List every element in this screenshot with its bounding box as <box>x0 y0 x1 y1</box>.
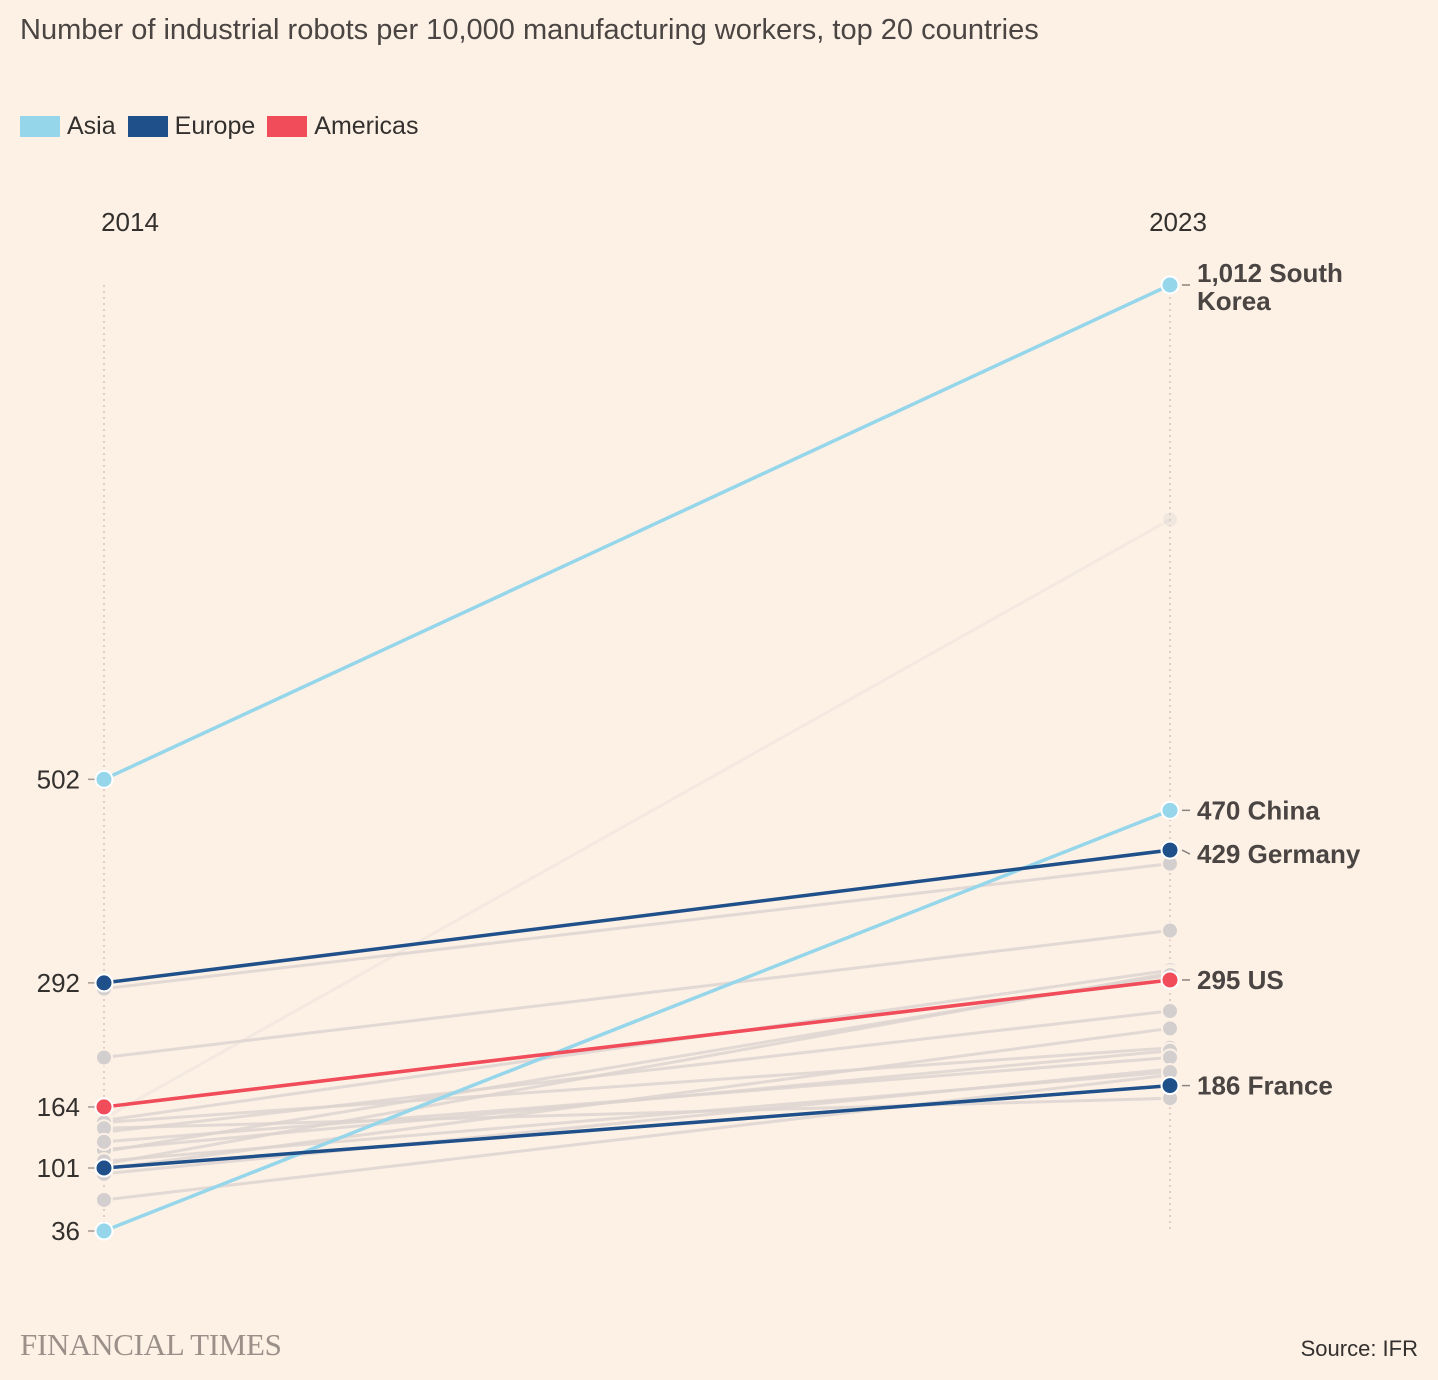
end-label-france: 186 France <box>1197 1071 1333 1101</box>
legend-item-europe: Europe <box>127 112 256 141</box>
legend-label-europe: Europe <box>174 112 256 140</box>
y-tick-label: 36 <box>51 1216 80 1246</box>
end-label-china: 470 China <box>1197 795 1320 825</box>
series-point-us-2023 <box>1160 970 1180 990</box>
series-line-us <box>103 978 1171 1109</box>
series-line-muted <box>103 1046 1171 1124</box>
y-tick-label: 101 <box>37 1153 80 1183</box>
series-point-us-2014 <box>94 1097 114 1117</box>
series-point-germany-2014 <box>94 973 114 993</box>
series-point-china-2014 <box>94 1221 114 1241</box>
series-line-france <box>103 1083 1171 1170</box>
series-point-france-2014 <box>94 1158 114 1178</box>
series-line-muted <box>103 929 1171 1059</box>
series-line-south-korea <box>103 283 1171 781</box>
end-label-us: 295 US <box>1197 965 1284 995</box>
end-label-south-korea: Korea <box>1197 286 1271 316</box>
legend: Asia Europe Americas <box>20 112 430 141</box>
legend-label-asia: Asia <box>67 112 116 140</box>
series-point-muted <box>1161 921 1179 940</box>
legend-swatch-americas <box>267 116 308 137</box>
series-point-china-2023 <box>1160 800 1180 820</box>
chart-title: Number of industrial robots per 10,000 m… <box>20 14 1039 46</box>
legend-label-americas: Americas <box>314 112 419 140</box>
y-tick-label: 164 <box>37 1092 80 1122</box>
series-point-muted <box>95 1132 113 1151</box>
x-label-2014: 2014 <box>101 207 159 237</box>
end-label-south-korea: 1,012 South <box>1197 258 1343 288</box>
legend-item-asia: Asia <box>20 112 116 141</box>
series-line-muted <box>103 968 1171 1122</box>
series-point-muted <box>95 1190 113 1209</box>
series-line-muted <box>103 1009 1171 1134</box>
series-line-muted <box>103 1096 1171 1130</box>
ft-logo: FINANCIAL TIMES <box>20 1327 282 1362</box>
end-label-leader-germany <box>1181 849 1191 855</box>
legend-swatch-asia <box>20 116 60 137</box>
series-point-germany-2023 <box>1160 840 1180 860</box>
legend-swatch-europe <box>127 116 168 137</box>
series-line-germany <box>103 848 1171 985</box>
series-line-muted <box>103 1056 1171 1144</box>
series-point-muted <box>1161 510 1179 529</box>
series-point-france-2023 <box>1160 1076 1180 1096</box>
series-line-china <box>103 808 1171 1233</box>
series-point-south-korea-2023 <box>1160 275 1180 295</box>
series-point-muted <box>1161 1019 1179 1038</box>
series-point-south-korea-2014 <box>94 769 114 789</box>
series-line-muted <box>103 862 1171 991</box>
y-tick-label: 502 <box>37 764 80 794</box>
legend-item-americas: Americas <box>267 112 418 141</box>
series-line-muted <box>103 1073 1171 1202</box>
x-label-2023: 2023 <box>1149 207 1207 237</box>
series-point-muted <box>1161 1001 1179 1020</box>
series-point-muted <box>95 1048 113 1067</box>
series-line-muted <box>103 518 1171 1120</box>
source-note: Source: IFR <box>1300 1336 1418 1361</box>
series-line-muted <box>103 1070 1171 1163</box>
y-tick-label: 292 <box>37 968 80 998</box>
end-label-germany: 429 Germany <box>1197 839 1361 869</box>
